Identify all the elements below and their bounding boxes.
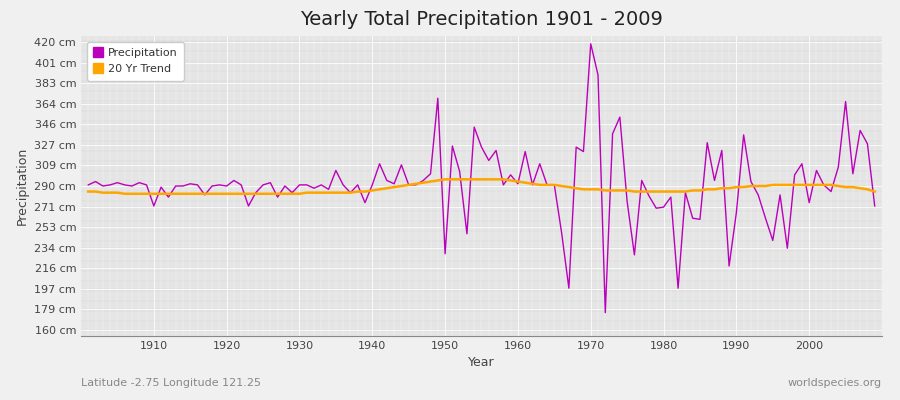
Text: worldspecies.org: worldspecies.org	[788, 378, 882, 388]
Y-axis label: Precipitation: Precipitation	[16, 147, 29, 225]
X-axis label: Year: Year	[468, 356, 495, 370]
Legend: Precipitation, 20 Yr Trend: Precipitation, 20 Yr Trend	[86, 42, 184, 81]
Text: Latitude -2.75 Longitude 121.25: Latitude -2.75 Longitude 121.25	[81, 378, 261, 388]
Title: Yearly Total Precipitation 1901 - 2009: Yearly Total Precipitation 1901 - 2009	[300, 10, 663, 29]
